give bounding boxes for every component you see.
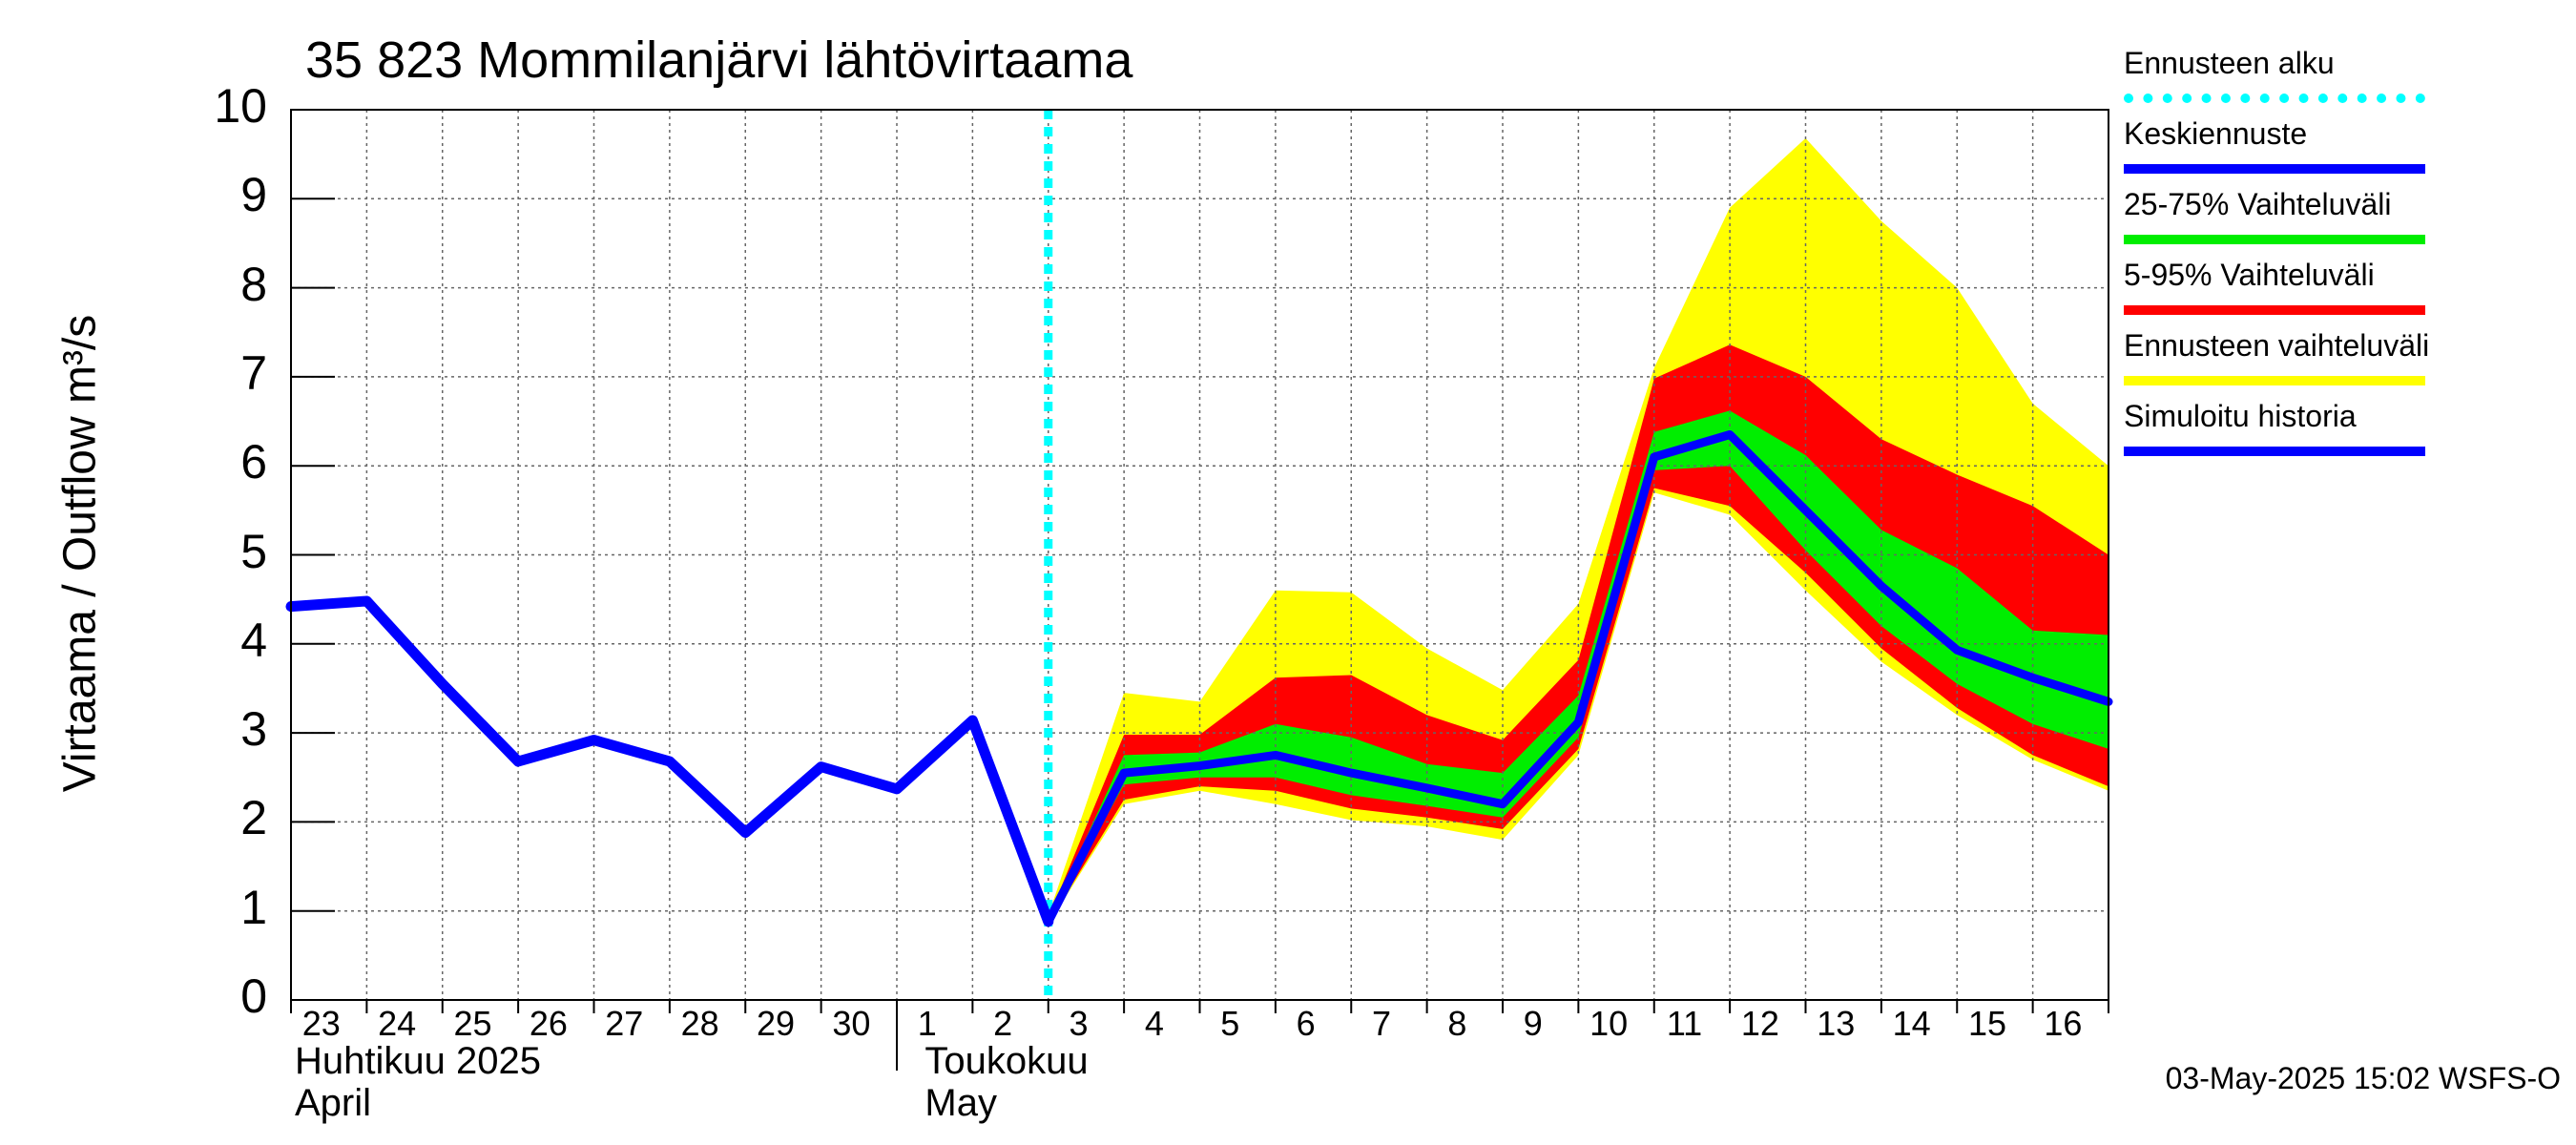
legend: Ennusteen alku Keskiennuste 25-75% Vaiht…: [2124, 46, 2429, 469]
legend-swatch-forecast-start: [2124, 94, 2425, 103]
y-tick-label: 1: [240, 880, 267, 934]
x-tick-label: 6: [1296, 1004, 1316, 1043]
x-tick-label: 10: [1589, 1004, 1629, 1043]
x-tick-label: 13: [1817, 1004, 1856, 1043]
x-tick-label: 24: [378, 1004, 417, 1043]
x-tick-label: 4: [1144, 1004, 1164, 1043]
month-label-fi: Huhtikuu 2025: [295, 1040, 541, 1082]
y-tick-label: 4: [240, 613, 267, 667]
x-tick-label: 30: [832, 1004, 871, 1043]
y-tick-label: 8: [240, 257, 267, 311]
legend-item: 25-75% Vaihteluväli: [2124, 187, 2429, 258]
mean-forecast-line: [1044, 430, 2113, 926]
grid: [290, 109, 2109, 1071]
legend-label: 5-95% Vaihteluväli: [2124, 258, 2375, 292]
legend-label: 25-75% Vaihteluväli: [2124, 187, 2392, 221]
month-label-april: Huhtikuu 2025 April: [295, 1040, 541, 1124]
x-tick-label: 5: [1220, 1004, 1240, 1043]
month-label-may: Toukokuu May: [924, 1040, 1088, 1124]
month-label-en: April: [295, 1082, 372, 1124]
legend-item: Ennusteen alku: [2124, 46, 2429, 116]
y-tick-label: 6: [240, 435, 267, 489]
series-lines: [285, 110, 2113, 1000]
y-tick-label: 0: [240, 969, 267, 1023]
band-25-75: [1048, 410, 2109, 923]
x-tick-label: 7: [1371, 1004, 1392, 1043]
timestamp-footer: 03-May-2025 15:02 WSFS-O: [2165, 1061, 2561, 1095]
x-tick-label: 16: [2044, 1004, 2083, 1043]
legend-swatch-5-95: [2124, 305, 2425, 315]
y-tick-label: 10: [214, 79, 267, 133]
x-tick-label: 3: [1069, 1004, 1089, 1043]
x-tick-label: 28: [680, 1004, 719, 1043]
legend-label: Ennusteen alku: [2124, 46, 2335, 80]
x-tick-label: 11: [1666, 1004, 1703, 1043]
y-tick-label: 3: [240, 702, 267, 757]
history-line: [285, 595, 1054, 927]
y-tick-label: 9: [240, 168, 267, 222]
legend-item: Simuloitu historia: [2124, 399, 2429, 469]
month-label-en: May: [924, 1082, 997, 1124]
legend-item: 5-95% Vaihteluväli: [2124, 258, 2429, 328]
legend-swatch-history: [2124, 447, 2425, 456]
legend-label: Simuloitu historia: [2124, 399, 2357, 433]
x-tick-label: 2: [993, 1004, 1013, 1043]
legend-label: Keskiennuste: [2124, 116, 2308, 151]
x-tick-label: 9: [1523, 1004, 1543, 1043]
x-tick-label: 23: [301, 1004, 341, 1043]
x-tick-label: 27: [605, 1004, 644, 1043]
x-tick-label: 1: [917, 1004, 937, 1043]
month-label-fi: Toukokuu: [924, 1040, 1089, 1082]
legend-label: Ennusteen vaihteluväli: [2124, 328, 2430, 363]
legend-swatch-mean: [2124, 164, 2425, 174]
forecast-bands: [1048, 137, 2109, 925]
y-tick-label: 7: [240, 345, 267, 400]
legend-item: Ennusteen vaihteluväli: [2124, 328, 2429, 399]
legend-swatch-total-range: [2124, 376, 2425, 385]
x-tick-label: 14: [1892, 1004, 1931, 1043]
y-tick-label: 2: [240, 791, 267, 845]
y-tick-label: 5: [240, 524, 267, 578]
x-tick-label: 26: [529, 1004, 568, 1043]
x-tick-label: 25: [453, 1004, 492, 1043]
legend-swatch-25-75: [2124, 235, 2425, 244]
chart-title: 35 823 Mommilanjärvi lähtövirtaama: [305, 31, 1133, 89]
x-tick-label: 12: [1740, 1004, 1779, 1043]
x-tick-label: 29: [756, 1004, 796, 1043]
plot-frame: [290, 109, 2109, 1001]
x-tick-label: 8: [1447, 1004, 1467, 1043]
x-tick-label: 15: [1967, 1004, 2007, 1043]
y-axis-label: Virtaama / Outflow m³/s: [54, 314, 106, 793]
legend-item: Keskiennuste: [2124, 116, 2429, 187]
